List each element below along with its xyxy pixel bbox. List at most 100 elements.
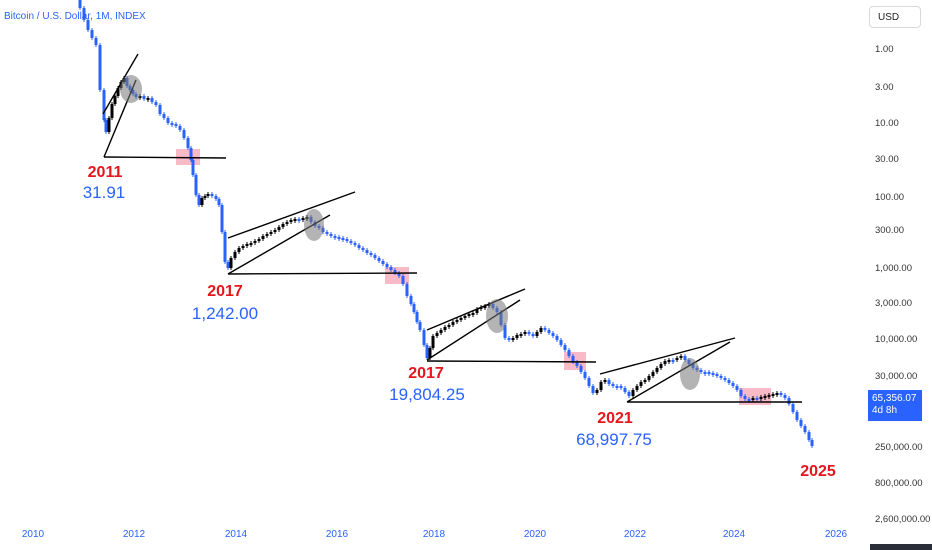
candle — [297, 219, 301, 221]
candle — [807, 432, 811, 440]
candle — [206, 194, 210, 196]
candle — [281, 224, 285, 227]
candle — [583, 372, 587, 378]
breakdown-highlight — [564, 352, 586, 370]
candle — [555, 336, 559, 340]
candle — [455, 320, 459, 322]
year-label: 2021 — [597, 410, 633, 427]
candle — [265, 234, 269, 236]
trend-line[interactable] — [227, 272, 418, 275]
year-label: 2011 — [88, 164, 123, 181]
candle — [779, 393, 783, 395]
candle — [223, 232, 227, 262]
candle — [579, 366, 583, 372]
trend-line[interactable] — [426, 360, 597, 363]
candle — [435, 333, 439, 336]
candle — [631, 390, 635, 396]
trend-line[interactable] — [227, 191, 356, 239]
candle — [763, 396, 767, 398]
candle — [663, 361, 667, 364]
candle — [743, 396, 747, 399]
candle — [186, 138, 190, 148]
candle — [107, 118, 111, 132]
candle — [217, 199, 221, 205]
candle — [381, 261, 385, 264]
candle — [623, 388, 627, 392]
candle — [357, 245, 361, 248]
candle — [723, 378, 727, 380]
candle — [253, 241, 257, 243]
candle — [523, 332, 527, 334]
candle — [90, 30, 94, 38]
candle — [739, 390, 743, 396]
y-tick-label: 10.00 — [875, 118, 899, 129]
candle — [345, 239, 349, 241]
candle — [353, 243, 357, 245]
currency-selector[interactable]: USD — [869, 6, 921, 28]
trend-line[interactable] — [102, 53, 139, 115]
candle — [431, 336, 435, 348]
candle — [651, 372, 655, 376]
candle — [245, 244, 249, 246]
candle — [210, 194, 214, 196]
trend-line[interactable] — [426, 288, 526, 331]
candle — [293, 219, 297, 221]
candle — [325, 232, 329, 234]
candle — [535, 332, 539, 336]
candle — [551, 333, 555, 336]
candle — [289, 220, 293, 222]
candle — [503, 325, 507, 338]
candle — [515, 335, 519, 338]
candle — [591, 386, 595, 393]
candle — [401, 276, 405, 284]
candle — [150, 98, 154, 102]
top-marker-circle — [486, 299, 508, 333]
candle — [86, 20, 90, 30]
candle — [329, 234, 333, 236]
candle — [783, 395, 787, 398]
trend-line[interactable] — [599, 337, 736, 375]
candle — [174, 124, 178, 126]
candle — [249, 243, 253, 245]
candle — [341, 238, 345, 240]
candle — [679, 356, 683, 358]
candle — [116, 88, 120, 96]
trend-line[interactable] — [103, 156, 227, 159]
candle — [377, 258, 381, 261]
year-label: 2025 — [800, 463, 836, 480]
candle — [531, 334, 535, 336]
candle — [369, 253, 373, 255]
scrollbar[interactable] — [870, 544, 932, 550]
candle — [483, 306, 487, 308]
candle — [418, 322, 422, 330]
candle-countdown: 4d 8h — [872, 405, 898, 416]
candle — [447, 325, 451, 327]
candle — [683, 356, 687, 360]
candle — [715, 374, 719, 376]
candle — [269, 232, 273, 234]
candle — [595, 390, 599, 393]
x-tick-label: 2018 — [423, 529, 446, 540]
trend-line[interactable] — [626, 341, 731, 403]
candle — [699, 370, 703, 372]
candle — [166, 118, 170, 123]
y-tick-label: 800,000.00 — [875, 478, 923, 489]
candle — [519, 334, 523, 336]
candle — [273, 230, 277, 232]
candle — [425, 345, 429, 358]
candle — [799, 420, 803, 426]
candle — [200, 198, 204, 205]
x-tick-label: 2012 — [123, 529, 146, 540]
candle — [791, 404, 795, 412]
candle — [113, 96, 117, 104]
candle — [735, 386, 739, 390]
y-tick-label: 250,000.00 — [875, 442, 923, 453]
candle — [675, 358, 679, 360]
candle — [397, 273, 401, 276]
candle — [467, 314, 471, 316]
price-label: 19,804.25 — [389, 385, 465, 404]
candle — [567, 350, 571, 356]
candle — [98, 45, 102, 90]
candle — [707, 372, 711, 374]
